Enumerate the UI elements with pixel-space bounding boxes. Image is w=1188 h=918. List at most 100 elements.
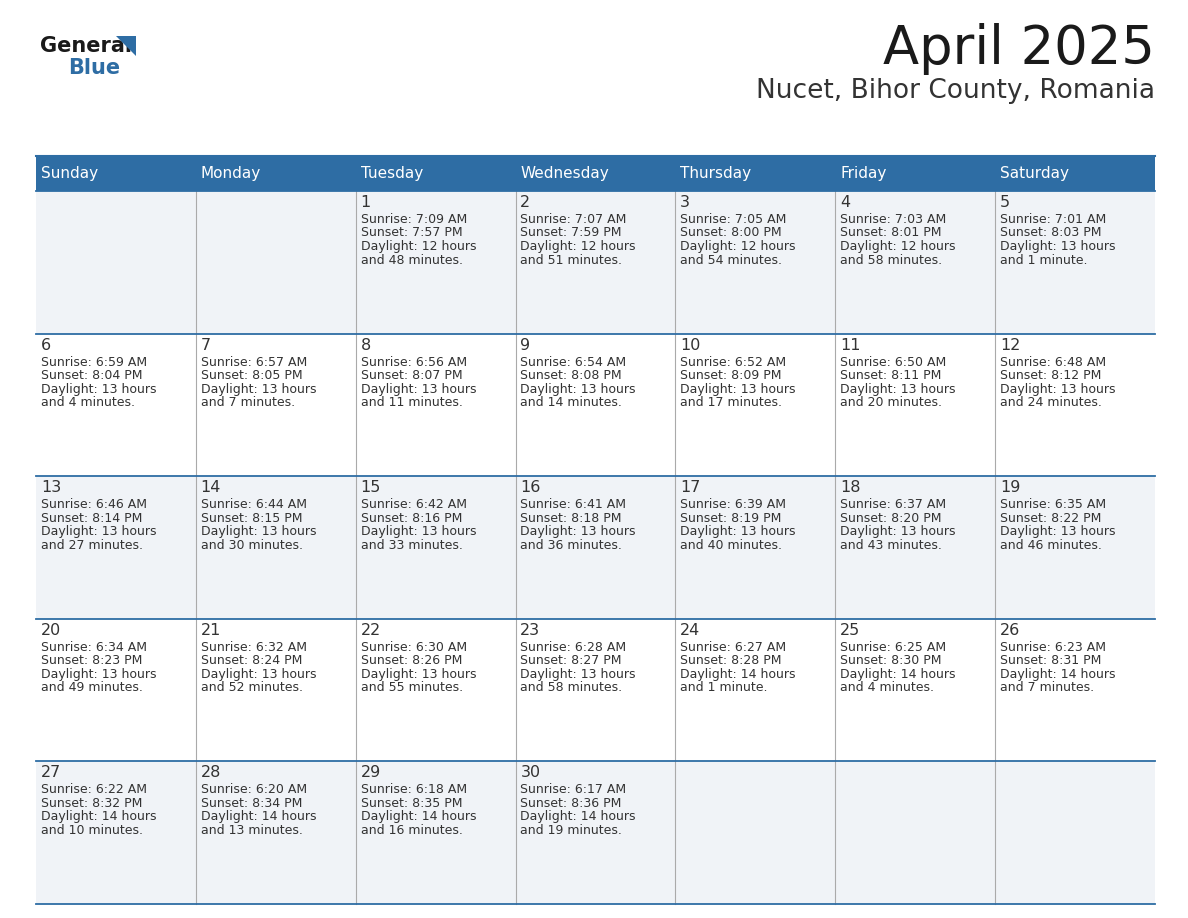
Text: and 7 minutes.: and 7 minutes. [201, 396, 295, 409]
Text: and 40 minutes.: and 40 minutes. [681, 539, 782, 552]
Text: Sunrise: 6:34 AM: Sunrise: 6:34 AM [40, 641, 147, 654]
Text: Sunset: 8:16 PM: Sunset: 8:16 PM [360, 511, 462, 525]
Text: Sunset: 8:15 PM: Sunset: 8:15 PM [201, 511, 302, 525]
Text: 6: 6 [40, 338, 51, 353]
Text: Sunrise: 6:22 AM: Sunrise: 6:22 AM [40, 783, 147, 797]
Polygon shape [116, 36, 135, 56]
Text: 1: 1 [360, 195, 371, 210]
Text: Sunrise: 6:17 AM: Sunrise: 6:17 AM [520, 783, 626, 797]
Text: 10: 10 [681, 338, 701, 353]
Text: Daylight: 13 hours: Daylight: 13 hours [520, 667, 636, 681]
Text: Daylight: 13 hours: Daylight: 13 hours [1000, 383, 1116, 396]
Text: Sunrise: 6:30 AM: Sunrise: 6:30 AM [360, 641, 467, 654]
Text: Daylight: 13 hours: Daylight: 13 hours [201, 383, 316, 396]
Text: Daylight: 13 hours: Daylight: 13 hours [360, 525, 476, 538]
Text: and 30 minutes.: and 30 minutes. [201, 539, 303, 552]
Text: Sunrise: 6:27 AM: Sunrise: 6:27 AM [681, 641, 786, 654]
Text: Daylight: 13 hours: Daylight: 13 hours [360, 667, 476, 681]
Text: Daylight: 13 hours: Daylight: 13 hours [40, 667, 157, 681]
Text: April 2025: April 2025 [883, 23, 1155, 75]
Text: 13: 13 [40, 480, 61, 495]
Text: 12: 12 [1000, 338, 1020, 353]
Text: Daylight: 13 hours: Daylight: 13 hours [520, 383, 636, 396]
Text: 30: 30 [520, 766, 541, 780]
Text: Sunset: 8:31 PM: Sunset: 8:31 PM [1000, 655, 1101, 667]
Text: Nucet, Bihor County, Romania: Nucet, Bihor County, Romania [756, 78, 1155, 104]
Text: 11: 11 [840, 338, 860, 353]
Text: 23: 23 [520, 622, 541, 638]
Text: and 36 minutes.: and 36 minutes. [520, 539, 623, 552]
Text: Sunset: 8:28 PM: Sunset: 8:28 PM [681, 655, 782, 667]
Text: 28: 28 [201, 766, 221, 780]
Text: Sunrise: 6:20 AM: Sunrise: 6:20 AM [201, 783, 307, 797]
Text: Saturday: Saturday [1000, 166, 1069, 181]
Text: Sunday: Sunday [40, 166, 97, 181]
Text: and 48 minutes.: and 48 minutes. [360, 253, 462, 266]
Text: Sunrise: 6:46 AM: Sunrise: 6:46 AM [40, 498, 147, 511]
Text: Sunrise: 6:52 AM: Sunrise: 6:52 AM [681, 355, 786, 369]
Text: and 58 minutes.: and 58 minutes. [520, 681, 623, 694]
Text: Daylight: 13 hours: Daylight: 13 hours [201, 525, 316, 538]
Text: Daylight: 13 hours: Daylight: 13 hours [360, 383, 476, 396]
Text: 25: 25 [840, 622, 860, 638]
Text: Sunset: 8:36 PM: Sunset: 8:36 PM [520, 797, 621, 810]
Bar [36, 619, 1155, 761]
Text: 21: 21 [201, 622, 221, 638]
Text: Sunset: 8:30 PM: Sunset: 8:30 PM [840, 655, 942, 667]
Text: 2: 2 [520, 195, 531, 210]
Bar [36, 156, 1155, 191]
Text: 5: 5 [1000, 195, 1010, 210]
Text: Sunset: 8:05 PM: Sunset: 8:05 PM [201, 369, 302, 382]
Text: Tuesday: Tuesday [360, 166, 423, 181]
Text: Sunrise: 7:05 AM: Sunrise: 7:05 AM [681, 213, 786, 226]
Text: and 49 minutes.: and 49 minutes. [40, 681, 143, 694]
Text: Daylight: 13 hours: Daylight: 13 hours [1000, 525, 1116, 538]
Text: Sunset: 8:14 PM: Sunset: 8:14 PM [40, 511, 143, 525]
Text: 4: 4 [840, 195, 851, 210]
Text: Blue: Blue [68, 58, 120, 78]
Text: Daylight: 12 hours: Daylight: 12 hours [840, 240, 955, 253]
Text: Sunset: 8:26 PM: Sunset: 8:26 PM [360, 655, 462, 667]
Text: 24: 24 [681, 622, 701, 638]
Text: Sunrise: 6:50 AM: Sunrise: 6:50 AM [840, 355, 947, 369]
Text: Sunrise: 6:57 AM: Sunrise: 6:57 AM [201, 355, 307, 369]
Text: 20: 20 [40, 622, 61, 638]
Text: and 20 minutes.: and 20 minutes. [840, 396, 942, 409]
Text: Sunrise: 6:32 AM: Sunrise: 6:32 AM [201, 641, 307, 654]
Text: Daylight: 13 hours: Daylight: 13 hours [1000, 240, 1116, 253]
Bar [36, 191, 1155, 333]
Text: Sunset: 8:03 PM: Sunset: 8:03 PM [1000, 227, 1101, 240]
Text: 18: 18 [840, 480, 860, 495]
Text: and 54 minutes.: and 54 minutes. [681, 253, 782, 266]
Text: Sunset: 8:07 PM: Sunset: 8:07 PM [360, 369, 462, 382]
Text: 27: 27 [40, 766, 61, 780]
Text: 9: 9 [520, 338, 531, 353]
Text: 14: 14 [201, 480, 221, 495]
Text: Sunset: 8:01 PM: Sunset: 8:01 PM [840, 227, 942, 240]
Text: Sunrise: 7:03 AM: Sunrise: 7:03 AM [840, 213, 947, 226]
Bar [36, 761, 1155, 904]
Text: and 52 minutes.: and 52 minutes. [201, 681, 303, 694]
Text: and 27 minutes.: and 27 minutes. [40, 539, 143, 552]
Text: and 58 minutes.: and 58 minutes. [840, 253, 942, 266]
Text: Sunrise: 6:56 AM: Sunrise: 6:56 AM [360, 355, 467, 369]
Text: General: General [40, 36, 132, 56]
Text: Sunrise: 6:54 AM: Sunrise: 6:54 AM [520, 355, 626, 369]
Text: and 43 minutes.: and 43 minutes. [840, 539, 942, 552]
Text: and 55 minutes.: and 55 minutes. [360, 681, 462, 694]
Text: and 16 minutes.: and 16 minutes. [360, 823, 462, 837]
Text: 29: 29 [360, 766, 381, 780]
Text: 19: 19 [1000, 480, 1020, 495]
Text: Sunset: 8:22 PM: Sunset: 8:22 PM [1000, 511, 1101, 525]
Text: and 11 minutes.: and 11 minutes. [360, 396, 462, 409]
Text: Sunrise: 6:18 AM: Sunrise: 6:18 AM [360, 783, 467, 797]
Text: Sunrise: 6:23 AM: Sunrise: 6:23 AM [1000, 641, 1106, 654]
Text: Monday: Monday [201, 166, 261, 181]
Text: Thursday: Thursday [681, 166, 751, 181]
Text: Sunrise: 7:01 AM: Sunrise: 7:01 AM [1000, 213, 1106, 226]
Text: and 4 minutes.: and 4 minutes. [840, 681, 934, 694]
Text: Daylight: 14 hours: Daylight: 14 hours [40, 811, 157, 823]
Text: Sunset: 8:00 PM: Sunset: 8:00 PM [681, 227, 782, 240]
Text: Sunset: 8:20 PM: Sunset: 8:20 PM [840, 511, 942, 525]
Text: Daylight: 12 hours: Daylight: 12 hours [360, 240, 476, 253]
